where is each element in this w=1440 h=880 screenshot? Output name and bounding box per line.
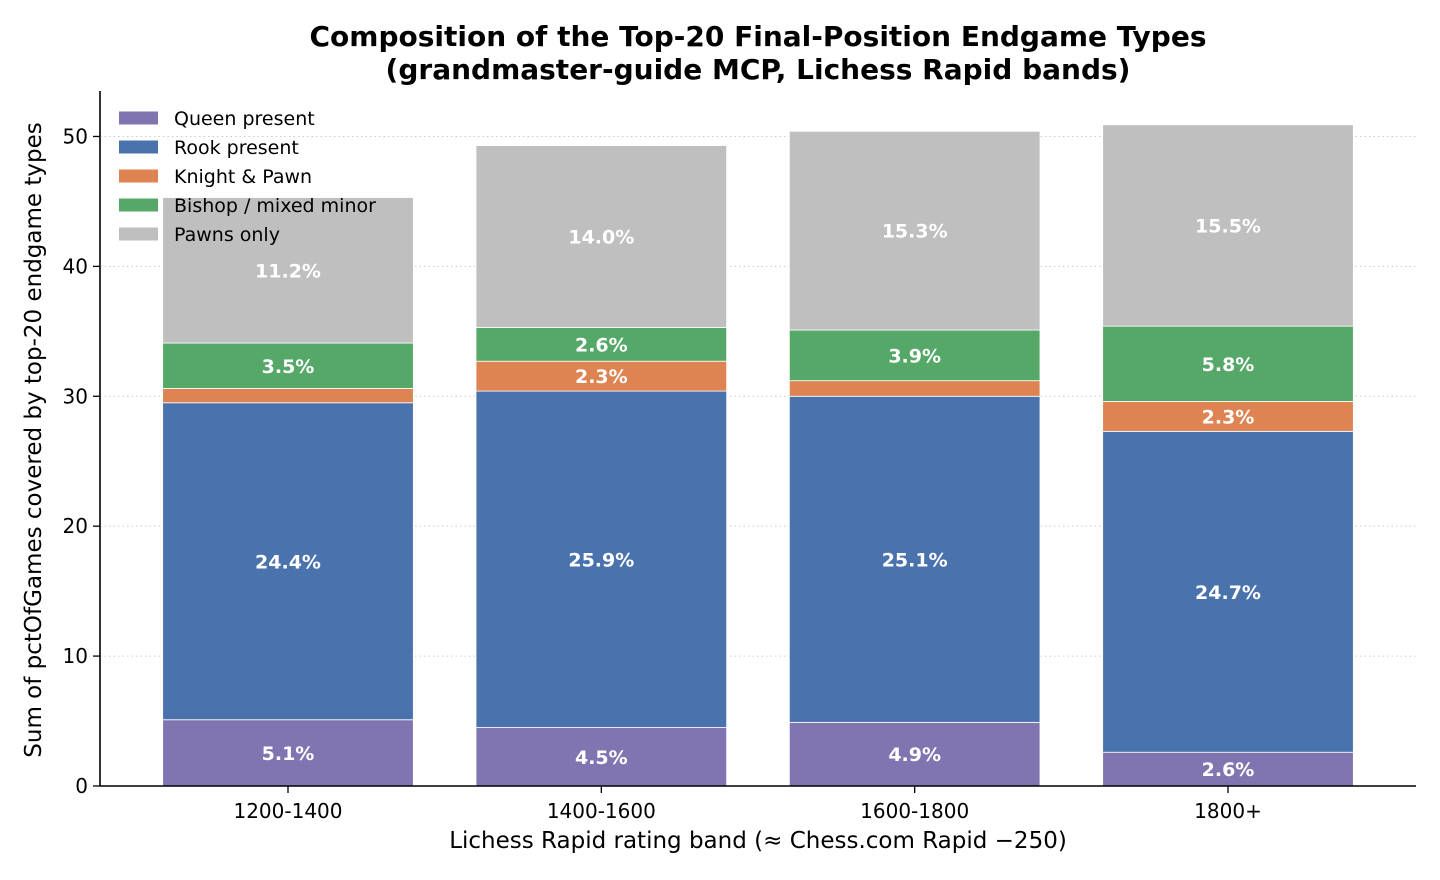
y-tick-label: 20 (63, 514, 88, 538)
x-tick-label: 1400-1600 (547, 799, 656, 823)
data-label: 2.6% (575, 334, 628, 356)
data-label: 25.9% (568, 549, 634, 571)
bar-segment (1102, 325, 1354, 402)
legend: Queen present Rook present Knight & Pawn Bi… (119, 108, 376, 246)
bar-segment (788, 395, 1041, 723)
bar-segment (475, 327, 728, 362)
data-label: 4.5% (575, 747, 628, 769)
y-tick-label: 10 (63, 644, 88, 668)
grid-lines (100, 135, 1416, 657)
data-label: 15.3% (882, 221, 948, 243)
data-label: 3.9% (888, 345, 941, 367)
legend-label: Bishop / mixed minor (174, 195, 376, 217)
bar-segment (788, 380, 1041, 397)
chart-title-line1: Composition of the Top-20 Final-Position… (310, 20, 1207, 53)
legend-swatch (119, 140, 158, 154)
bar-segment (162, 388, 414, 404)
y-tick-label: 50 (63, 124, 88, 148)
legend-swatch (119, 111, 158, 125)
data-label: 11.2% (255, 260, 321, 282)
data-label: 4.9% (888, 744, 941, 766)
legend-swatch (119, 198, 158, 212)
data-label: 2.3% (575, 366, 628, 388)
bar-segment (1102, 751, 1354, 787)
y-tick-label: 0 (75, 774, 88, 798)
x-tick-label: 1600-1800 (860, 799, 969, 823)
y-axis-label: Sum of pctOfGames covered by top-20 endg… (21, 122, 47, 757)
bar-segment (788, 130, 1041, 331)
bar-segment (162, 719, 414, 787)
bar-segment (475, 360, 728, 392)
data-label: 15.5% (1195, 215, 1261, 237)
legend-swatch (119, 227, 158, 241)
data-label: 14.0% (568, 226, 634, 248)
y-tick-label: 40 (63, 254, 88, 278)
data-label: 2.6% (1202, 759, 1255, 781)
bar-segment (162, 197, 414, 344)
data-label: 3.5% (262, 356, 315, 378)
bar-segment (162, 402, 414, 721)
data-label: 5.8% (1202, 354, 1255, 376)
bar-segment (788, 329, 1041, 382)
bars (162, 124, 1354, 787)
legend-label: Knight & Pawn (174, 166, 312, 188)
data-labels: 5.1% 24.4% 3.5% 11.2% 4.5% 25.9% 2.3% 2.6% 14.0%… (255, 215, 1261, 781)
bar-segment (475, 390, 728, 728)
chart-title-line2: (grandmaster-guide MCP, Lichess Rapid ba… (386, 53, 1131, 86)
bar-segment (1102, 430, 1354, 753)
bar-segment (1102, 401, 1354, 432)
y-tick-label: 30 (63, 384, 88, 408)
y-ticks: 0 10 20 30 40 50 (63, 124, 100, 798)
legend-label: Pawns only (174, 224, 280, 246)
x-ticks: 1200-1400 1400-1600 1600-1800 1800+ (233, 786, 1262, 823)
data-label: 5.1% (262, 743, 315, 765)
data-label: 24.7% (1195, 582, 1261, 604)
data-label: 24.4% (255, 551, 321, 573)
bar-segment (475, 145, 728, 328)
bar-segment (162, 342, 414, 389)
bar-segment (1102, 124, 1354, 327)
data-label: 25.1% (882, 549, 948, 571)
legend-swatch (119, 169, 158, 183)
x-axis-label: Lichess Rapid rating band (≈ Chess.com R… (449, 828, 1067, 854)
x-tick-label: 1200-1400 (233, 799, 342, 823)
data-label: 2.3% (1202, 406, 1255, 428)
legend-label: Rook present (174, 137, 299, 159)
x-tick-label: 1800+ (1194, 799, 1262, 823)
legend-label: Queen present (174, 108, 315, 130)
